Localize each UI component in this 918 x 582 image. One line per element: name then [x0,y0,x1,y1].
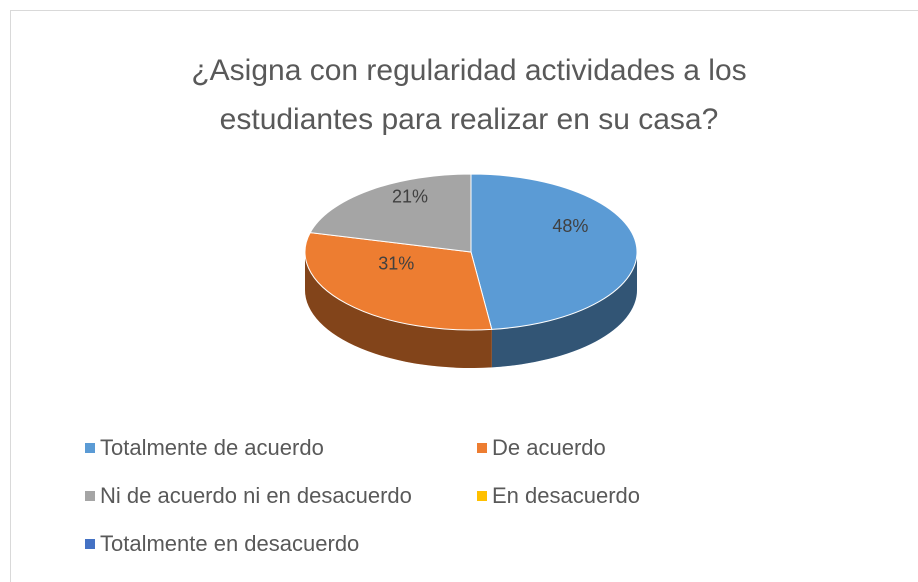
legend-swatch [477,443,487,453]
legend-label: En desacuerdo [492,483,640,508]
legend-label: Ni de acuerdo ni en desacuerdo [100,483,412,508]
pie-side-shade [491,252,637,368]
legend-swatch [477,491,487,501]
legend-label: De acuerdo [492,435,606,460]
pie-slice [309,173,472,253]
pie-side [304,252,492,369]
pie-side-shade [304,252,492,369]
legend-label: Totalmente de acuerdo [100,435,324,460]
data-label: 21% [392,187,428,207]
data-label: 48% [552,216,588,236]
legend-swatch [85,491,95,501]
data-label: 31% [378,254,414,274]
legend-label: Totalmente en desacuerdo [100,531,359,556]
pie-slice [304,232,493,331]
chart-title: ¿Asigna con regularidad actividades a lo… [191,54,747,136]
pie-side [491,252,637,368]
legend-swatch [85,539,95,549]
legend-swatch [85,443,95,453]
chart-border [10,10,918,582]
pie-slice [470,173,638,330]
